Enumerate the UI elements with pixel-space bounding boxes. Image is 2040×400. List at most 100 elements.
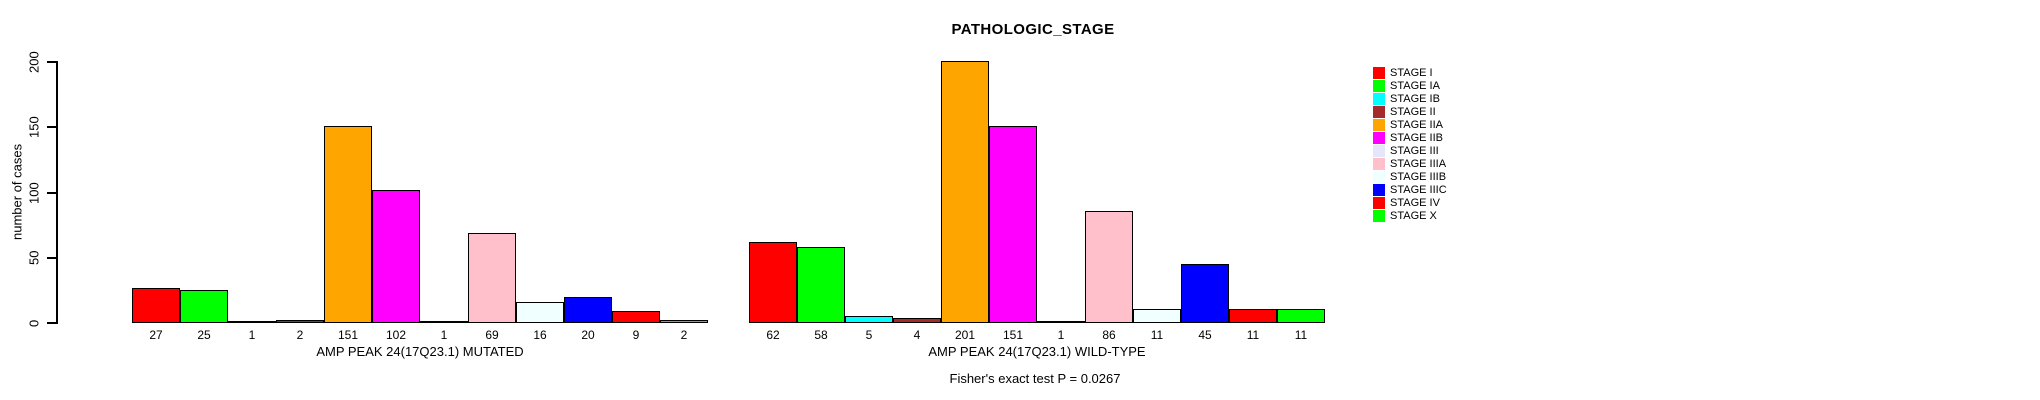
legend-swatch [1373, 170, 1385, 183]
legend-swatch [1373, 131, 1385, 144]
legend-label: STAGE IIIA [1390, 157, 1447, 170]
legend-swatch [1373, 79, 1385, 92]
bar-value-label: 27 [149, 328, 163, 342]
legend-swatch [1373, 183, 1385, 196]
bar-value-label: 69 [485, 328, 499, 342]
legend-label: STAGE IV [1390, 196, 1440, 209]
bar-stage-iiib [1133, 309, 1181, 323]
bar-stage-ib [845, 316, 893, 323]
legend-swatch [1373, 66, 1385, 79]
bar-stage-x [660, 320, 708, 323]
legend-item-stage-iiib: STAGE IIIB [1373, 170, 1446, 183]
bar-value-label: 102 [385, 328, 407, 342]
legend-swatch [1373, 157, 1385, 170]
legend-item-stage-iiic: STAGE IIIC [1373, 183, 1447, 196]
bar-stage-ii [276, 320, 324, 323]
bar-value-label: 45 [1198, 328, 1212, 342]
legend-item-stage-ii: STAGE II [1373, 105, 1436, 118]
y-tick-label: 150 [26, 116, 42, 139]
legend-swatch [1373, 118, 1385, 131]
bar-value-label: 5 [865, 328, 873, 342]
bar-value-label: 151 [337, 328, 359, 342]
bar-value-label: 58 [814, 328, 828, 342]
bar-value-label: 4 [913, 328, 921, 342]
bar-value-label: 1 [248, 328, 256, 342]
y-tick-mark [47, 256, 57, 259]
bar-value-label: 25 [197, 328, 211, 342]
bar-stage-iii [1037, 321, 1085, 323]
legend-label: STAGE IA [1390, 79, 1440, 92]
legend-item-stage-iiia: STAGE IIIA [1373, 157, 1446, 170]
y-tick-label: 50 [26, 250, 42, 265]
bar-stage-ii [893, 318, 941, 323]
bar-stage-iiic [564, 297, 612, 323]
legend-label: STAGE IIA [1390, 118, 1443, 131]
bar-stage-iia [941, 61, 989, 323]
bar-stage-iiia [1085, 211, 1133, 323]
y-tick-label: 100 [26, 181, 42, 204]
bar-value-label: 9 [632, 328, 640, 342]
legend-label: STAGE IIIC [1390, 183, 1447, 196]
legend-label: STAGE III [1390, 144, 1439, 157]
legend-item-stage-ib: STAGE IB [1373, 92, 1440, 105]
y-tick-mark [47, 61, 57, 63]
y-tick-mark [47, 126, 57, 129]
group-label-mutated: AMP PEAK 24(17Q23.1) MUTATED [316, 344, 524, 359]
bar-stage-iiic [1181, 264, 1229, 323]
bar-stage-ib [228, 321, 276, 323]
bar-stage-iia [324, 126, 372, 323]
y-tick-mark [47, 191, 57, 194]
legend-item-stage-iia: STAGE IIA [1373, 118, 1443, 131]
bar-stage-i [749, 242, 797, 323]
legend-item-stage-x: STAGE X [1373, 209, 1437, 222]
bar-stage-iv [612, 311, 660, 323]
legend-item-stage-iv: STAGE IV [1373, 196, 1440, 209]
bar-value-label: 11 [1150, 328, 1164, 342]
legend-label: STAGE IB [1390, 92, 1440, 105]
legend-item-stage-ia: STAGE IA [1373, 79, 1440, 92]
bar-value-label: 2 [296, 328, 304, 342]
bar-value-label: 1 [1057, 328, 1065, 342]
bar-stage-iiia [468, 233, 516, 323]
bar-value-label: 16 [533, 328, 547, 342]
legend-swatch [1373, 105, 1385, 118]
bar-value-label: 11 [1294, 328, 1308, 342]
bar-value-label: 2 [680, 328, 688, 342]
bar-stage-iib [989, 126, 1037, 323]
legend-swatch [1373, 92, 1385, 105]
bar-value-label: 86 [1102, 328, 1116, 342]
y-axis-title: number of cases [9, 143, 25, 241]
legend-swatch [1373, 196, 1385, 209]
fisher-test-annotation: Fisher's exact test P = 0.0267 [949, 371, 1121, 386]
bar-stage-iv [1229, 309, 1277, 323]
bar-stage-ia [797, 247, 845, 323]
y-tick-label: 200 [26, 51, 42, 73]
bar-stage-iiib [516, 302, 564, 323]
bar-value-label: 201 [954, 328, 976, 342]
y-tick-mark [47, 322, 57, 324]
y-tick-label: 0 [26, 319, 42, 327]
bar-stage-iii [420, 321, 468, 323]
bar-stage-x [1277, 309, 1325, 323]
legend-swatch [1373, 144, 1385, 157]
legend-item-stage-iii: STAGE III [1373, 144, 1439, 157]
legend-item-stage-i: STAGE I [1373, 66, 1433, 79]
y-axis-line [56, 61, 58, 324]
group-label-wild-type: AMP PEAK 24(17Q23.1) WILD-TYPE [928, 344, 1146, 359]
bar-value-label: 11 [1246, 328, 1260, 342]
bar-stage-ia [180, 290, 228, 323]
legend-label: STAGE IIB [1390, 131, 1443, 144]
legend-label: STAGE IIIB [1390, 170, 1447, 183]
chart-title: PATHOLOGIC_STAGE [951, 21, 1115, 38]
bar-value-label: 62 [766, 328, 780, 342]
legend-swatch [1373, 209, 1385, 222]
bar-stage-iib [372, 190, 420, 323]
legend-label: STAGE II [1390, 105, 1436, 118]
legend-label: STAGE X [1390, 209, 1437, 222]
legend-item-stage-iib: STAGE IIB [1373, 131, 1443, 144]
legend-label: STAGE I [1390, 66, 1433, 79]
bar-value-label: 1 [440, 328, 448, 342]
bar-value-label: 20 [581, 328, 595, 342]
bar-value-label: 151 [1002, 328, 1024, 342]
